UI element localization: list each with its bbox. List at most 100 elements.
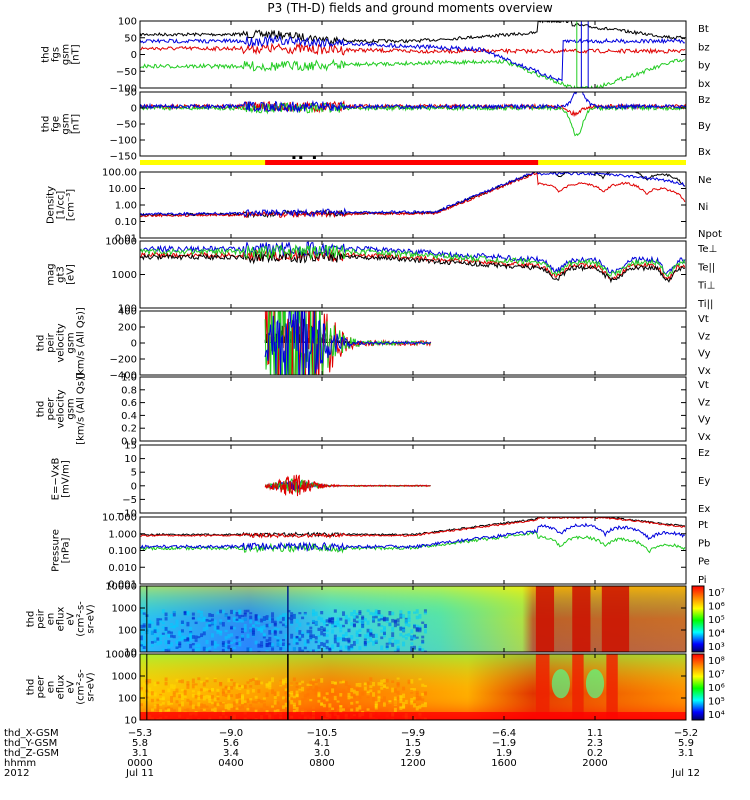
- spectrogram-cell: [276, 709, 280, 714]
- spectrogram-cell: [355, 620, 359, 624]
- spectrogram-cell: [292, 646, 296, 651]
- spectrogram-cell: [366, 620, 370, 625]
- spectrogram-cell: [388, 699, 392, 703]
- spectrogram-cell: [331, 695, 335, 700]
- spectrogram-cell: [407, 623, 411, 628]
- spectrogram-cell: [235, 686, 239, 690]
- spectrogram-cell: [251, 689, 255, 693]
- spectrogram-cell: [159, 709, 163, 714]
- spectrogram-cell: [260, 641, 264, 646]
- spectrogram-cell: [380, 629, 384, 633]
- spectrogram-cell: [372, 617, 376, 622]
- spectrogram-cell: [410, 700, 414, 703]
- spectrogram-cell: [309, 635, 313, 640]
- spectrogram-cell: [164, 639, 168, 645]
- spectrogram-cell: [150, 621, 154, 624]
- spectrogram-cell: [385, 646, 389, 650]
- ytick-label: 0: [131, 339, 137, 350]
- spectrogram-cell: [142, 645, 146, 650]
- spectrogram-cell: [230, 625, 234, 630]
- spectrogram-cell: [322, 622, 326, 626]
- ytick-label: −5: [122, 495, 137, 506]
- spectrogram-cell: [284, 691, 288, 695]
- spectrogram-cell: [153, 638, 157, 643]
- spectrogram-cell: [216, 688, 220, 694]
- spectrogram-cell: [377, 618, 381, 622]
- xaxis-row-label: hhmm: [4, 758, 36, 769]
- spectrogram-cell: [388, 708, 392, 714]
- series-Pi: [140, 522, 686, 552]
- spectrogram-cell: [232, 682, 236, 687]
- spectrogram-cell: [205, 639, 209, 645]
- spectrogram-cell: [366, 628, 370, 634]
- spectrogram-cell: [391, 632, 395, 637]
- spectrogram-cell: [153, 681, 157, 687]
- panel-peir_spec: 10000 1000 100 10 thd peir en eflux eV (cm²-s-sr-…: [26, 582, 725, 659]
- spectrogram-cell: [358, 695, 362, 700]
- spectrogram-cell: [249, 612, 253, 615]
- spectrogram-cell: [399, 705, 403, 709]
- spectrogram-cell: [164, 677, 168, 682]
- spectrogram-cell: [191, 648, 195, 652]
- spectrogram-cell: [210, 633, 214, 638]
- spectrogram-cell: [172, 691, 176, 695]
- spectrogram-cell: [161, 697, 165, 701]
- spectrogram-cell: [208, 695, 212, 698]
- spectrogram-cell: [200, 703, 204, 709]
- spectrogram-cell: [200, 680, 204, 684]
- spectrogram-cell: [224, 629, 228, 633]
- spectrogram-cell: [415, 609, 419, 614]
- spectrogram-cell: [238, 700, 242, 704]
- panel-frame: [139, 20, 687, 89]
- xaxis-value: 5.8: [132, 738, 148, 749]
- ylabel-line: [km/s (All Qs)]: [76, 373, 87, 445]
- spectrogram-cell: [172, 709, 176, 713]
- spectrogram-cell: [418, 705, 422, 709]
- spectrogram-cell: [374, 701, 378, 705]
- plot-area-pressure: [140, 517, 686, 554]
- spectrogram-cell: [292, 613, 296, 619]
- spectrogram-cell: [363, 638, 367, 641]
- plot-area-fge: [140, 92, 686, 137]
- spectrogram-cell: [268, 642, 272, 648]
- spectrogram-cell: [407, 614, 411, 619]
- spectrogram-cell: [311, 634, 315, 638]
- spectrogram-cell: [273, 691, 277, 697]
- spectrogram-cell: [216, 691, 220, 696]
- spectrogram-cell: [194, 685, 198, 689]
- spectrogram-cell: [213, 707, 217, 713]
- spectrogram-cell: [271, 645, 275, 651]
- ytick-label: 1000: [112, 604, 137, 615]
- spectrogram-cell: [219, 609, 223, 614]
- spectrogram-cell: [178, 631, 182, 637]
- spectrogram-cell: [221, 609, 225, 614]
- spectrogram-cell: [156, 621, 160, 626]
- spectrogram-cell: [175, 624, 179, 628]
- spectrogram-cell: [191, 704, 195, 709]
- spectrogram-cell: [216, 643, 220, 647]
- series-Bt: [140, 21, 686, 46]
- spectrogram-cell: [355, 707, 359, 712]
- spectrogram-cell: [358, 619, 362, 623]
- spectrogram-cell: [301, 698, 305, 703]
- spectrogram-cell: [339, 637, 343, 640]
- spectrogram-cell: [167, 630, 171, 634]
- spectrogram-cell: [413, 624, 416, 629]
- spectrogram-cell: [290, 615, 294, 619]
- ytick-label: 0: [131, 481, 137, 492]
- spectrogram-cell: [281, 616, 285, 621]
- spectrogram-cell: [391, 626, 395, 632]
- spectrogram-cell: [342, 637, 346, 642]
- spectrogram-cell: [208, 696, 212, 700]
- xaxis-value: 0400: [218, 758, 243, 769]
- spectrogram-cell: [148, 693, 152, 697]
- spectrogram-cell: [281, 708, 285, 712]
- spectrogram-cell: [161, 689, 165, 693]
- spectrogram-cell: [372, 692, 376, 697]
- ylabel-line: gt3: [56, 266, 67, 283]
- ylabel-line: Density: [46, 186, 57, 224]
- spectrogram-cell: [309, 685, 313, 690]
- spectrogram-cell: [328, 709, 332, 714]
- spectrogram-cell: [197, 677, 201, 681]
